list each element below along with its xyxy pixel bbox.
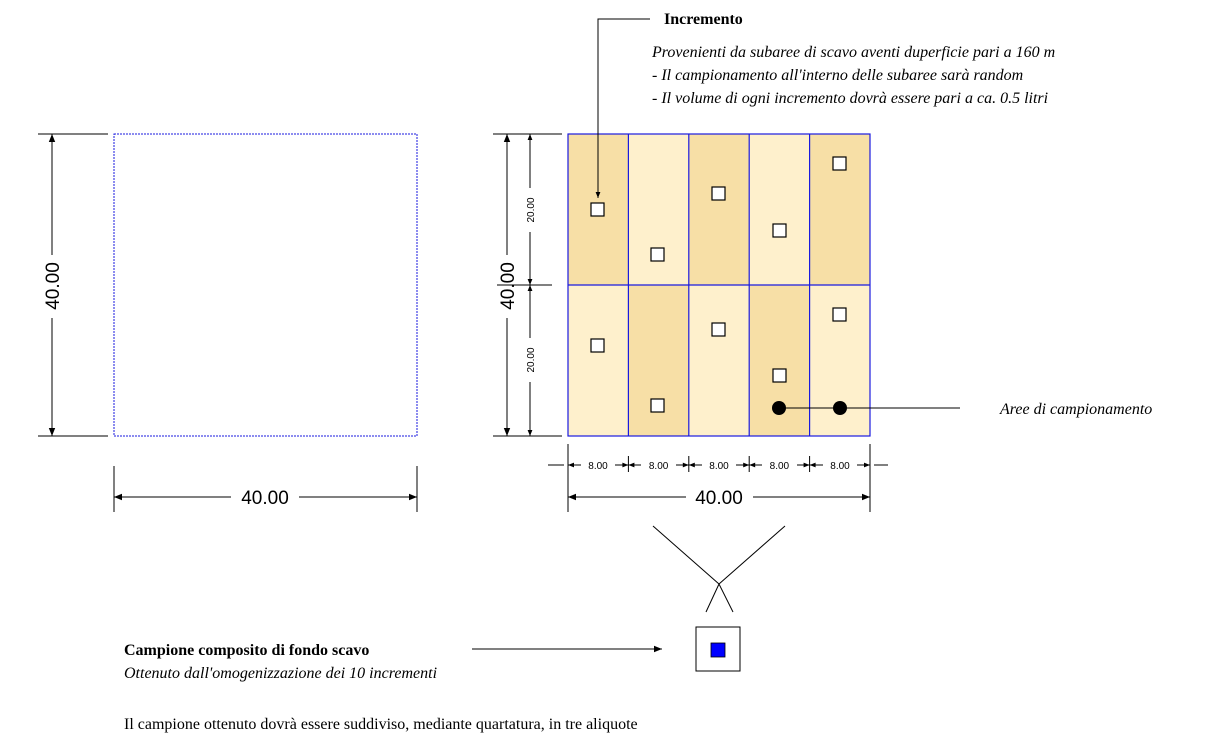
- increment-line-3: - Il volume di ogni incremento dovrà ess…: [652, 90, 1048, 107]
- grid-width-label: 40.00: [695, 488, 743, 509]
- column-width-label-3: 8.00: [709, 461, 729, 472]
- increment-line-1: Provenienti da subaree di scavo aventi d…: [651, 44, 1055, 61]
- cell-bottom-2: [628, 285, 689, 436]
- grid-vertical-dimensions: 40.00 20.00 20.00: [493, 133, 562, 437]
- increment-markers: [590, 156, 847, 413]
- composite-title: Campione composito di fondo scavo: [124, 642, 369, 659]
- left-square-outline: [113, 133, 418, 437]
- cell-top-2: [628, 134, 689, 285]
- grid-height-label: 40.00: [498, 262, 519, 310]
- column-width-label-2: 8.00: [649, 461, 669, 472]
- composite-sample-core: [710, 642, 726, 658]
- funnel-symbol: [652, 525, 786, 613]
- increment-marker: [650, 398, 665, 413]
- cell-bottom-1: [568, 285, 629, 436]
- grid-half-height-label-bottom: 20.00: [526, 347, 537, 372]
- grid-horizontal-dimensions: 8.00 8.00 8.00 8.00 8.00 40.00: [548, 444, 888, 512]
- left-horizontal-dimension: 40.00: [113, 466, 418, 512]
- footer-note: Il campione ottenuto dovrà essere suddiv…: [124, 716, 638, 733]
- left-square-group: 40.00 40.00: [38, 133, 418, 512]
- column-width-label-4: 8.00: [770, 461, 790, 472]
- cell-top-4: [749, 134, 810, 285]
- composite-subtitle: Ottenuto dall'omogenizzazione dei 10 inc…: [124, 665, 437, 682]
- increment-marker: [590, 202, 605, 217]
- sampling-point: [833, 401, 847, 415]
- composite-sample: Campione composito di fondo scavo Ottenu…: [124, 626, 741, 682]
- increment-marker: [772, 368, 787, 383]
- left-vertical-dimension: 40.00: [38, 133, 108, 437]
- left-height-label: 40.00: [43, 262, 64, 310]
- increment-title: Incremento: [664, 11, 743, 28]
- sampling-point: [772, 401, 786, 415]
- sampling-areas-callout: Aree di campionamento: [772, 401, 1152, 418]
- cell-bottom-3: [688, 285, 750, 436]
- cell-top-3: [688, 134, 750, 285]
- increment-marker: [711, 186, 726, 201]
- increment-line-2: - Il campionamento all'interno delle sub…: [652, 67, 1023, 84]
- increment-marker: [832, 307, 847, 322]
- increment-marker: [772, 223, 787, 238]
- column-width-label-1: 8.00: [588, 461, 608, 472]
- column-width-label-5: 8.00: [830, 461, 850, 472]
- increment-marker: [832, 156, 847, 171]
- sampling-areas-label: Aree di campionamento: [999, 401, 1152, 418]
- increment-marker: [650, 247, 665, 262]
- increment-marker: [711, 322, 726, 337]
- increment-callout: Incremento Provenienti da subaree di sca…: [595, 11, 1055, 198]
- grid-lines: [567, 133, 871, 437]
- grid-half-height-label-top: 20.00: [526, 197, 537, 222]
- sampling-grid: [567, 133, 871, 437]
- left-width-label: 40.00: [241, 488, 289, 509]
- increment-marker: [590, 338, 605, 353]
